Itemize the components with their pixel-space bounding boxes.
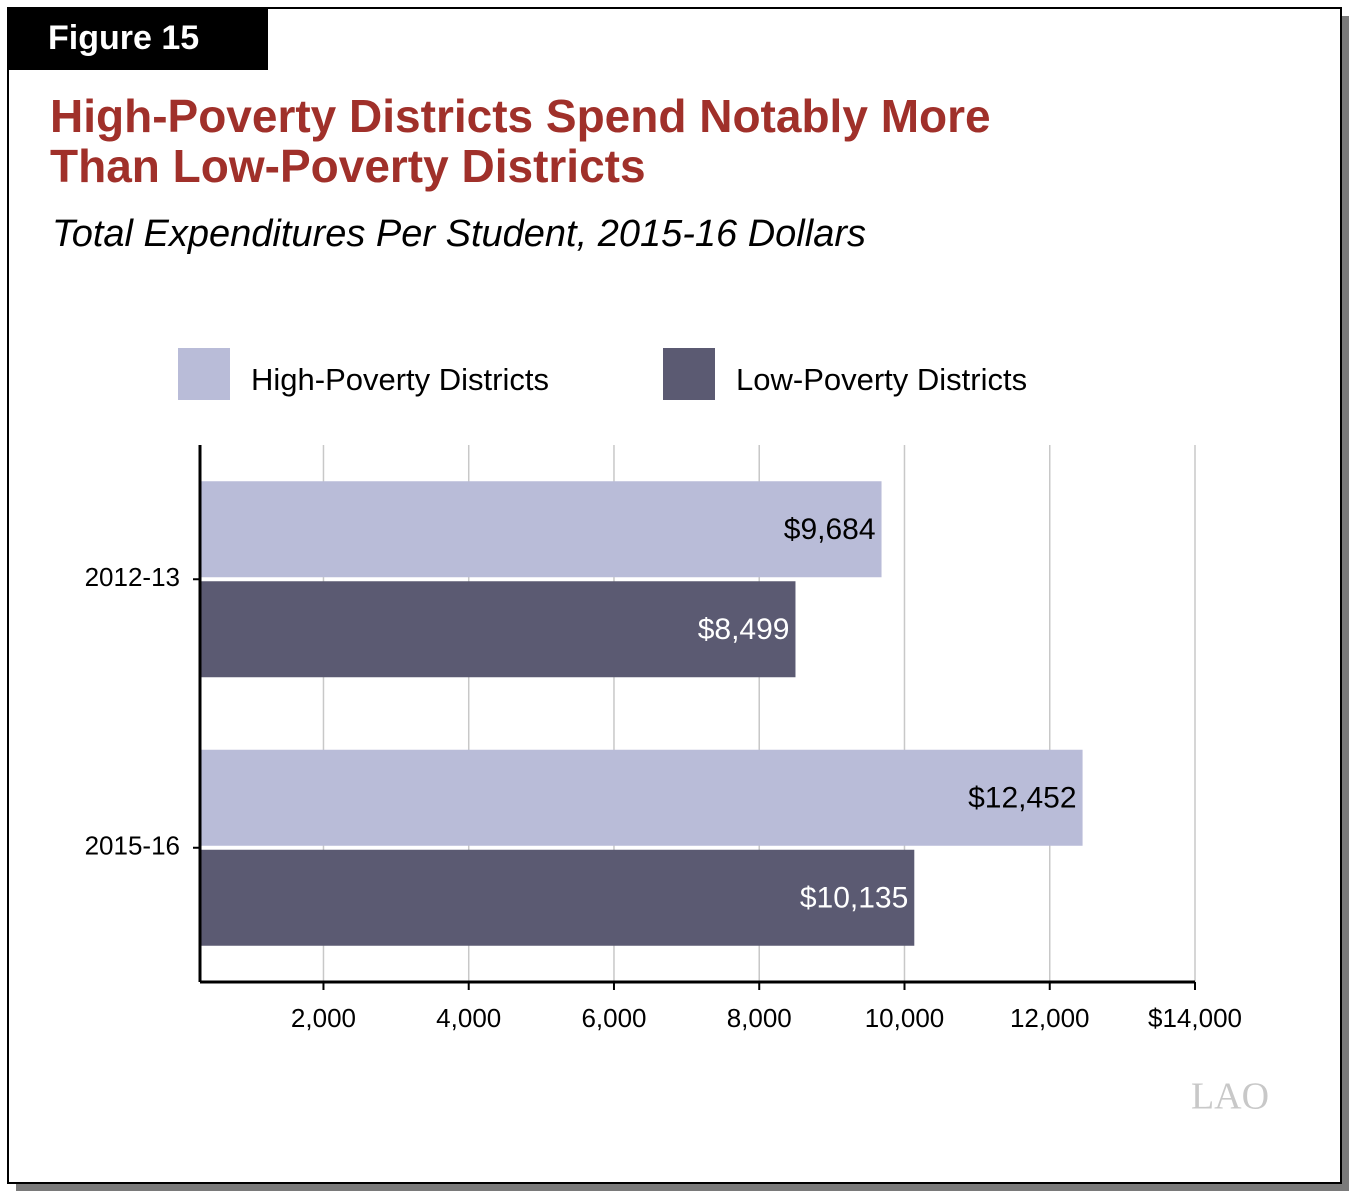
y-tick-label: 2012-13 — [85, 562, 180, 592]
chart-title: High-Poverty Districts Spend Notably Mor… — [50, 90, 991, 142]
legend-label: Low-Poverty Districts — [736, 362, 1027, 397]
x-tick-label: $14,000 — [1148, 1003, 1242, 1033]
x-tick-label: 6,000 — [581, 1003, 646, 1033]
bar — [200, 481, 882, 578]
x-tick-label: 4,000 — [436, 1003, 501, 1033]
chart-title: Than Low-Poverty Districts — [50, 140, 646, 192]
x-tick-label: 2,000 — [291, 1003, 356, 1033]
y-tick-label: 2015-16 — [85, 831, 180, 861]
legend-swatch — [178, 348, 230, 400]
data-label: $12,452 — [968, 782, 1076, 815]
data-label: $10,135 — [800, 882, 908, 915]
x-tick-label: 10,000 — [865, 1003, 945, 1033]
figure-label-box — [8, 8, 268, 70]
bar — [200, 749, 1083, 846]
x-tick-label: 12,000 — [1010, 1003, 1090, 1033]
data-label: $9,684 — [784, 513, 876, 546]
bar — [200, 849, 915, 946]
data-label: $8,499 — [698, 613, 790, 646]
legend-label: High-Poverty Districts — [251, 362, 549, 397]
bar — [200, 581, 796, 678]
x-tick-label: 8,000 — [727, 1003, 792, 1033]
logo: LAO — [1191, 1076, 1269, 1118]
figure-label: Figure 15 — [48, 19, 199, 57]
chart-subtitle: Total Expenditures Per Student, 2015-16 … — [52, 213, 866, 255]
legend-swatch — [663, 348, 715, 400]
